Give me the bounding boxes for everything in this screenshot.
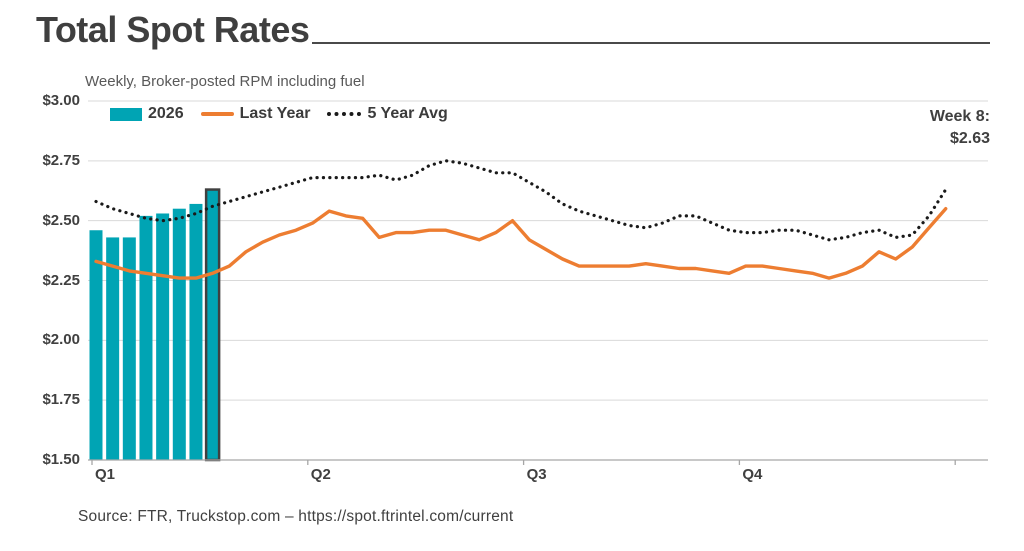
- y-axis-label: $1.50: [42, 451, 80, 468]
- callout-week-label: Week 8:: [929, 108, 990, 125]
- chart-legend: 2026 Last Year 5 Year Avg: [110, 105, 448, 123]
- y-axis-label: $3.00: [42, 92, 80, 109]
- chart-subtitle: Weekly, Broker-posted RPM including fuel: [85, 73, 365, 90]
- bar-week-3: [122, 237, 136, 460]
- x-axis-label-q1: Q1: [95, 466, 116, 483]
- y-axis-label: $2.75: [42, 151, 80, 169]
- bar-week-1: [89, 230, 103, 460]
- solid-line-last-year: [94, 206, 948, 280]
- title-row: Total Spot Rates: [36, 12, 990, 48]
- dotted-line-5-year-avg: [94, 159, 948, 242]
- title-underline: [312, 41, 990, 44]
- legend-item-last-year: Last Year: [200, 105, 311, 123]
- bar-week-8-highlighted: [204, 188, 221, 462]
- legend-label-last-year: Last Year: [239, 105, 311, 122]
- solid-line-swatch-icon: [200, 112, 234, 116]
- dotted-line-swatch-icon: [327, 112, 362, 116]
- x-axis-label-q2: Q2: [310, 466, 331, 483]
- x-axis-label-q4: Q4: [742, 466, 763, 483]
- y-axis-label: $1.75: [42, 391, 80, 409]
- x-axis-label-q3: Q3: [526, 466, 547, 483]
- bar-week-7: [189, 203, 203, 460]
- y-axis-label: $2.00: [42, 331, 80, 349]
- source-note: Source: FTR, Truckstop.com – https://spo…: [78, 508, 514, 525]
- y-axis-label: $2.50: [42, 211, 80, 229]
- callout-value: $2.63: [949, 130, 990, 147]
- legend-label-2026: 2026: [148, 105, 184, 122]
- bar-swatch-icon: [110, 107, 142, 121]
- page-title: Total Spot Rates: [36, 9, 310, 50]
- bar-week-6: [172, 208, 186, 460]
- legend-item-5-year-avg: 5 Year Avg: [327, 105, 448, 123]
- y-axis-label: $2.25: [42, 271, 80, 289]
- bar-week-2: [106, 237, 120, 460]
- legend-label-5-year-avg: 5 Year Avg: [367, 105, 448, 122]
- bar-week-5: [156, 213, 170, 460]
- bar-week-4: [139, 215, 153, 460]
- legend-item-2026: 2026: [110, 105, 184, 123]
- latest-value-callout: Week 8: $2.63: [930, 106, 990, 150]
